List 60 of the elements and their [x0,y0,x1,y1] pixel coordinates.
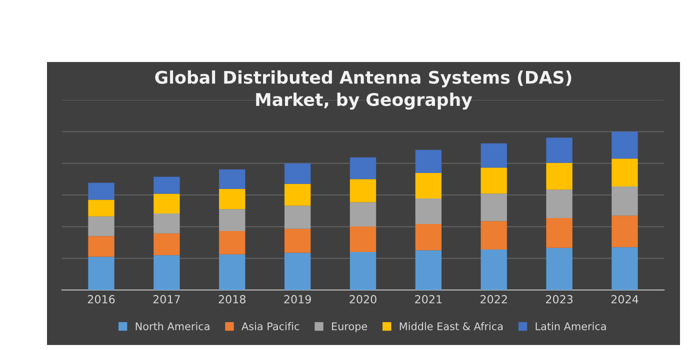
x-tick-label: 2019 [284,295,311,304]
x-tick-label: 2020 [350,295,376,304]
bar [612,216,638,248]
bar [219,188,246,210]
bar [480,221,507,250]
x-tick-label: 2018 [218,295,246,304]
x-tick-label: 2022 [480,295,507,304]
bar [284,184,311,206]
bar [284,228,311,253]
bar [350,157,376,180]
legend-label: Asia Pacific [242,322,300,330]
bar [415,224,442,250]
bar [284,206,311,229]
bar [612,186,638,216]
bar [219,254,246,290]
bar [350,226,376,252]
bar [350,202,376,227]
bar [546,248,572,290]
bar [612,132,638,159]
bar [219,230,246,254]
bar [88,182,114,200]
bar [612,247,638,290]
bar [480,143,507,168]
bar [350,179,376,202]
bar [546,218,572,248]
bar [480,194,507,222]
bar [612,158,638,186]
x-tick-label: 2017 [153,295,180,304]
bar [88,200,114,216]
chart-title: Global Distributed Antenna Systems (DAS) Market, by Geography [155,70,572,110]
bar [154,255,180,290]
legend-label: Latin America [536,322,606,330]
bar [546,190,572,218]
x-tick-label: 2021 [415,295,442,304]
bar [415,250,442,290]
bar [415,172,442,198]
legend-label: Middle East & Africa [400,322,503,330]
x-tick-label: 2016 [88,295,115,304]
bar [219,169,246,189]
legend-label: North America [136,322,210,330]
bar [415,198,442,224]
bar [154,194,180,214]
bar [284,163,311,184]
x-tick-label: 2024 [611,295,638,304]
bar [154,176,180,194]
bar [546,138,572,163]
bar [350,252,376,290]
bar [415,150,442,173]
bar [88,236,114,257]
bar [154,214,180,234]
bar [546,162,572,190]
bar [284,252,311,290]
bar [88,256,114,290]
bar [219,209,246,231]
bar [154,233,180,256]
legend-label: Europe [332,322,368,332]
bar [480,168,507,194]
bar [88,216,114,236]
bar [480,249,507,290]
x-tick-label: 2023 [546,295,573,304]
